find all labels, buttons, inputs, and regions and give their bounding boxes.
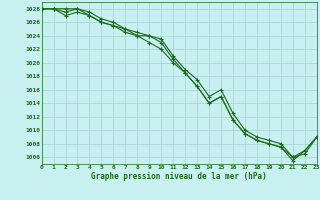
X-axis label: Graphe pression niveau de la mer (hPa): Graphe pression niveau de la mer (hPa) [91,172,267,181]
